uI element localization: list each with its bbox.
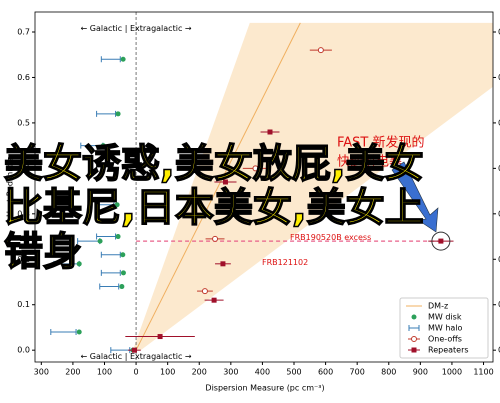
y2-tick-label: 0.1	[498, 300, 500, 309]
legend-key	[411, 336, 417, 342]
y2-tick-label: 0.3	[498, 209, 500, 218]
halo-bar	[50, 329, 77, 335]
y-tick-label: 0.0	[17, 346, 30, 355]
x-tick-label: 300	[223, 368, 238, 377]
annotation: ← Galactic | Extragalactic →	[81, 24, 192, 33]
y2-tick-label: 0.6	[498, 73, 500, 82]
annotation: FRB190520B excess	[290, 233, 371, 242]
disk-point	[76, 261, 82, 267]
y2-tick-label: 0.2	[498, 255, 500, 264]
legend-label: MW disk	[428, 313, 462, 322]
y-label: Host Redshift z	[6, 157, 15, 217]
legend-box	[399, 297, 489, 359]
annotation: FRB121102	[262, 258, 308, 267]
halo-bar	[99, 283, 120, 290]
frame	[34, 11, 494, 363]
x-tick-label: 800	[381, 368, 396, 377]
x-tick-label: 200	[192, 368, 207, 377]
y-tick-label: 0.3	[17, 209, 30, 218]
disk-point	[76, 329, 82, 335]
highlight-ring	[431, 231, 451, 251]
halo-bar	[94, 201, 115, 208]
x-tick-label: 700	[350, 368, 365, 377]
dmz-line	[135, 22, 301, 351]
annotation: ← Galactic | Extragalactic →	[81, 352, 192, 361]
y-tick-label: 0.2	[17, 255, 30, 264]
y-tick-label: 0.5	[17, 118, 30, 127]
legend-label: One-offs	[428, 335, 462, 344]
x-tick-label: 500	[286, 368, 301, 377]
y2-tick-label: 0.4	[498, 164, 500, 173]
one-off	[201, 288, 208, 295]
disk-point	[120, 252, 126, 258]
dmz-band	[132, 22, 493, 351]
x-tick-label: 1100	[473, 368, 493, 377]
halo-bar	[100, 251, 121, 258]
overlay-text: 美女诱惑,美女放屁,美女比基尼,日本美女,美女上错身	[3, 142, 424, 276]
x-tick-label: 1000	[442, 368, 462, 377]
annotation: FAST 新发现的	[337, 135, 425, 151]
one-off	[317, 47, 324, 54]
disk-point	[100, 143, 106, 149]
x-tick-label: 0	[134, 368, 139, 377]
arrow	[391, 161, 439, 233]
y-tick-label: 0.6	[17, 73, 30, 82]
x-tick-label: 200	[65, 368, 80, 377]
repeater	[131, 347, 137, 353]
disk-point	[120, 270, 126, 276]
plot	[50, 12, 493, 362]
legend-label: MW halo	[428, 324, 463, 333]
halo-bar	[100, 269, 121, 276]
y2-tick-label: 0.0	[498, 346, 500, 355]
disk-point	[115, 234, 121, 240]
disk-point	[97, 238, 103, 244]
x-tick-label: 600	[318, 368, 333, 377]
repeater	[211, 297, 217, 303]
legend-label: DM-z	[428, 302, 448, 311]
repeater	[157, 334, 163, 340]
x-label: Dispersion Measure (pc cm⁻³)	[205, 384, 324, 393]
halo-bar	[96, 233, 117, 240]
x-tick-label: 300	[34, 368, 49, 377]
legend-key	[411, 314, 417, 320]
disk-point	[119, 284, 125, 290]
y-tick-label: 0.1	[17, 300, 30, 309]
x-tick-label: 400	[255, 368, 270, 377]
legend-label: Repeaters	[428, 346, 469, 355]
x-tick-label: 100	[97, 368, 112, 377]
one-off	[212, 235, 219, 242]
halo-bar	[100, 56, 121, 63]
y-tick-label: 0.4	[17, 164, 30, 173]
repeater	[267, 129, 273, 135]
one-off	[252, 165, 259, 172]
disk-point	[114, 202, 120, 208]
x-tick-label: 100	[160, 368, 175, 377]
repeater	[220, 261, 226, 267]
y2-tick-label: 0.7	[498, 28, 500, 37]
y-tick-label: 0.7	[17, 28, 30, 37]
x-tick-label: 900	[413, 368, 428, 377]
repeater	[222, 179, 228, 185]
legend-key	[411, 347, 417, 353]
legend-key	[408, 325, 420, 331]
annotation: 快速射电暴	[337, 154, 402, 170]
disk-point	[120, 56, 126, 62]
disk-point	[115, 111, 121, 117]
halo-bar	[96, 110, 117, 117]
repeater	[438, 238, 444, 244]
y2-tick-label: 0.5	[498, 118, 500, 127]
